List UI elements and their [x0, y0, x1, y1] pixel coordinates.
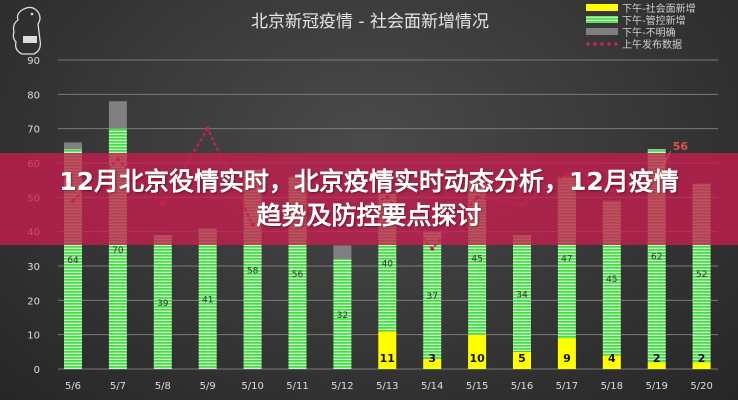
headline-title: 12月北京役情实时，北京疫情实时动态分析，12月疫情趋势及防控要点探讨	[59, 167, 679, 230]
x-tick-label: 5/9	[200, 381, 216, 392]
data-label-controlled: 37	[426, 292, 437, 302]
x-tick-label: 5/6	[65, 381, 81, 392]
data-label-controlled: 39	[157, 299, 169, 309]
legend-label: 上午发布数据	[622, 38, 682, 51]
bar-segment-social	[423, 358, 442, 369]
data-label-social: 9	[563, 352, 571, 365]
data-label-controlled: 70	[112, 246, 124, 256]
bar-segment-social	[692, 362, 711, 369]
bar-segment-controlled	[198, 228, 217, 369]
data-label-social: 5	[518, 352, 526, 365]
legend-dot	[614, 42, 618, 46]
x-tick-label: 5/17	[556, 381, 578, 392]
y-tick-label: 0	[34, 365, 40, 376]
data-label-controlled: 62	[651, 253, 662, 263]
bar-segment-controlled	[333, 259, 352, 369]
legend-label: 下午-社会面新增	[622, 2, 696, 15]
headline-banner: 12月北京役情实时，北京疫情实时动态分析，12月疫情趋势及防控要点探讨	[0, 153, 738, 245]
x-tick-label: 5/19	[645, 381, 667, 392]
legend-swatch	[586, 28, 618, 35]
x-tick-label: 5/13	[376, 381, 398, 392]
y-tick-label: 30	[27, 262, 40, 273]
x-tick-label: 5/14	[421, 381, 443, 392]
data-label-social: 10	[469, 352, 485, 365]
legend-dot	[607, 42, 611, 46]
data-label-social: 4	[608, 352, 616, 365]
bar-segment-social	[378, 331, 397, 369]
data-label-controlled: 41	[202, 296, 213, 306]
data-labels: 64 70 39 41 58 56 32 11 40 3 37 10 45 5 34 9 47 4 45 2 62 2 52	[67, 246, 707, 365]
legend-dot	[586, 42, 590, 46]
x-tick-label: 5/8	[155, 381, 171, 392]
y-tick-label: 90	[27, 56, 40, 67]
legend-dot	[600, 42, 604, 46]
data-label-social: 11	[380, 352, 395, 365]
data-label-social: 2	[698, 352, 706, 365]
bar-segment-social	[468, 334, 487, 369]
x-tick-label: 5/10	[241, 381, 263, 392]
bar-segment-controlled	[153, 235, 172, 369]
data-label-controlled: 64	[67, 256, 79, 266]
data-label-controlled: 34	[516, 290, 528, 300]
bar-segment-unclear	[333, 245, 352, 260]
x-tick-label: 5/7	[110, 381, 126, 392]
x-tick-label: 5/20	[690, 381, 712, 392]
x-tick-label: 5/12	[331, 381, 353, 392]
bar-segment-controlled	[423, 231, 442, 359]
data-label-controlled: 45	[606, 275, 617, 285]
legend-label: 下午-不明确	[622, 26, 676, 39]
bar-segment-unclear	[64, 142, 82, 150]
legend-dot	[593, 42, 597, 46]
annotation-leader	[658, 150, 672, 175]
bar-segment-social	[647, 362, 666, 369]
data-label-controlled: 58	[247, 266, 259, 276]
x-tick-label: 5/15	[466, 381, 488, 392]
y-tick-label: 10	[27, 331, 40, 342]
morning-point	[205, 126, 210, 131]
chart-title: 北京新冠疫情 - 社会面新增情况	[251, 12, 489, 32]
legend-swatch	[586, 4, 618, 11]
y-tick-label: 80	[27, 90, 40, 101]
morning-point	[430, 246, 435, 251]
data-label-social: 3	[428, 352, 436, 365]
bar-segment-unclear	[108, 101, 127, 129]
data-label-controlled: 45	[471, 254, 482, 264]
data-label-social: 2	[653, 352, 661, 365]
data-label-controlled: 40	[382, 260, 394, 270]
bar-segment-social	[602, 355, 621, 369]
data-label-controlled: 56	[292, 270, 304, 280]
x-tick-label: 5/16	[511, 381, 533, 392]
bar-segment-social	[557, 338, 576, 369]
annotation-label: 56	[673, 140, 689, 153]
y-tick-label: 70	[27, 125, 40, 136]
bar-segment-social	[513, 351, 531, 369]
data-label-controlled: 52	[696, 270, 707, 280]
x-tick-label: 5/11	[286, 381, 308, 392]
y-tick-label: 20	[27, 296, 40, 307]
legend-label: 下午-管控新增	[622, 14, 686, 27]
data-label-controlled: 32	[337, 311, 348, 321]
data-label-controlled: 47	[561, 254, 572, 264]
legend-swatch	[586, 16, 618, 23]
bar-segment-controlled	[513, 235, 531, 352]
parrot-logo-icon	[12, 6, 42, 55]
x-tick-label: 5/18	[601, 381, 623, 392]
